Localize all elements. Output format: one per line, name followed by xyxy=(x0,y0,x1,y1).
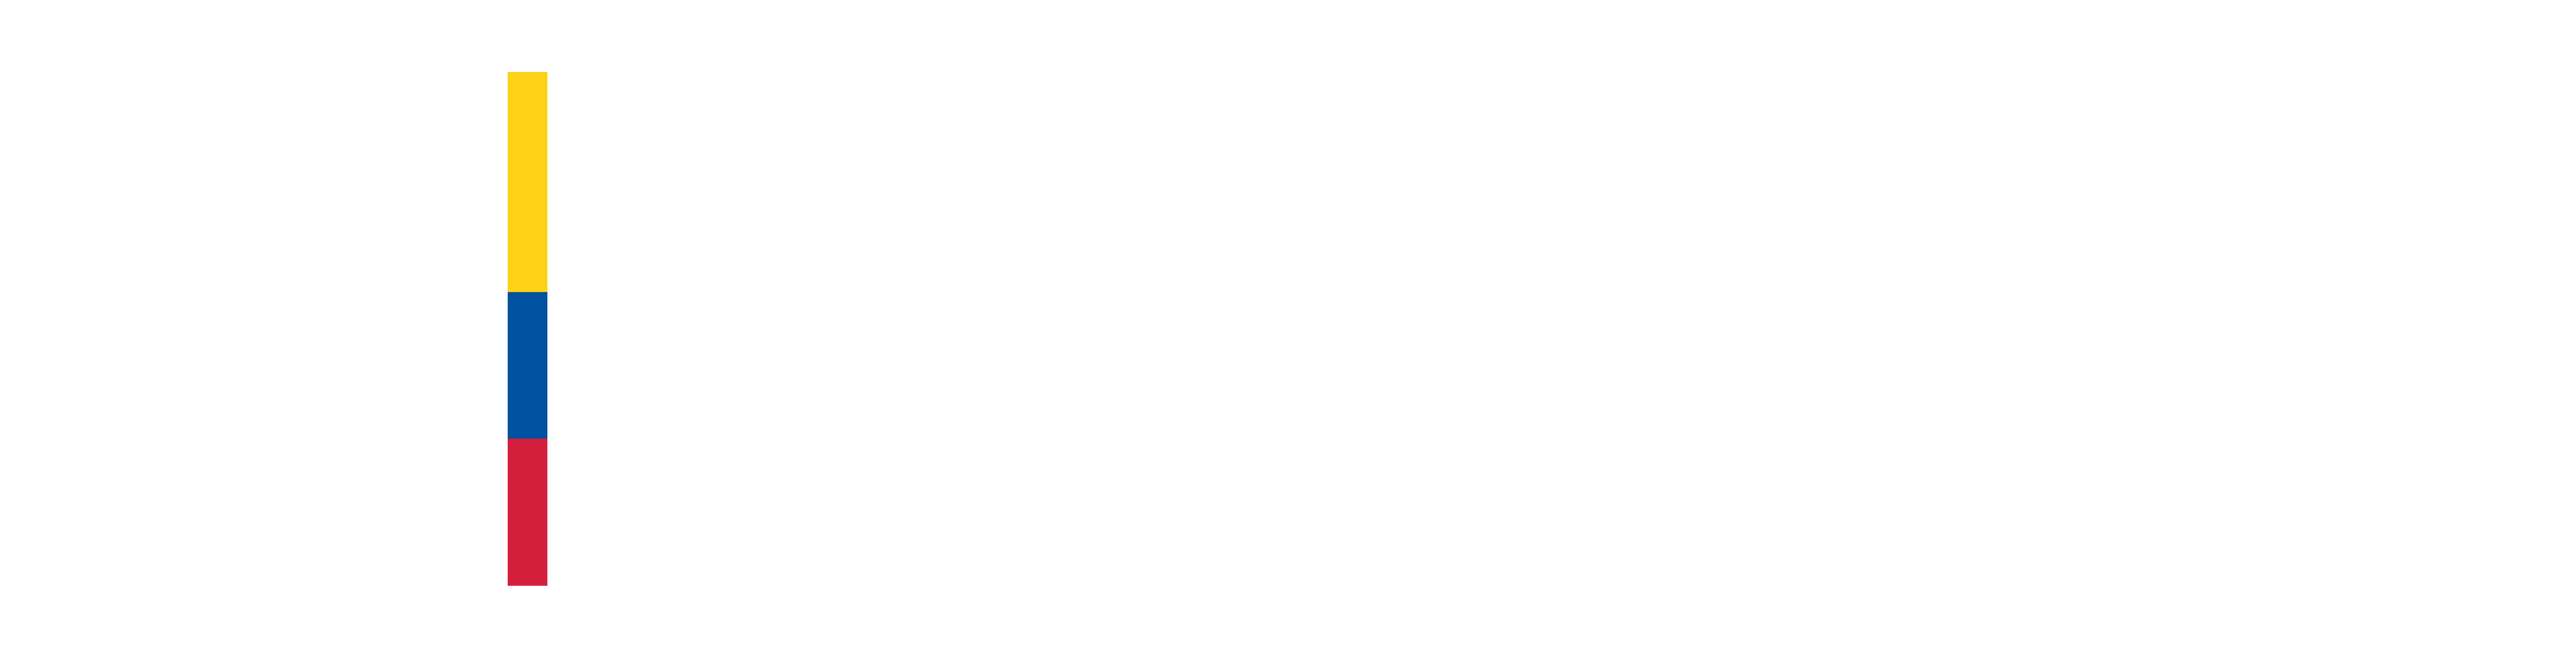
flag-stripe-yellow xyxy=(508,72,547,292)
flag-stripe-red xyxy=(508,439,547,586)
flag-stripe-blue xyxy=(508,292,547,439)
colombia-flag-stripe-icon xyxy=(508,72,547,586)
